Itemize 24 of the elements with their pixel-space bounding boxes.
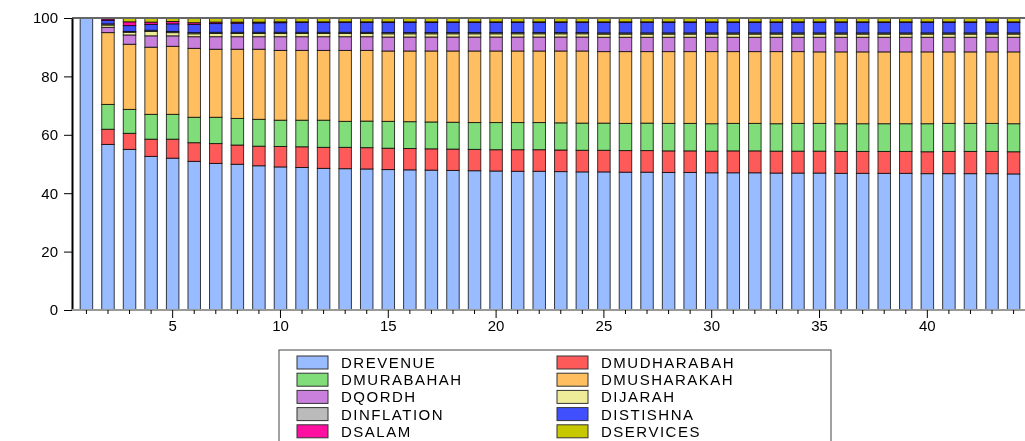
x-tick-label: 15 xyxy=(379,316,397,334)
y-tick-label: 40 xyxy=(41,184,58,202)
x-tick-label: 20 xyxy=(487,316,505,334)
legend-label: DSERVICES xyxy=(601,422,701,440)
x-tick-label: 30 xyxy=(703,316,721,334)
legend-label: DREVENUE xyxy=(341,354,437,371)
legend-label: DMURABAHAH xyxy=(341,371,463,389)
legend-label: DMUSHARAKAH xyxy=(601,371,735,389)
x-tick-label: 40 xyxy=(919,316,936,334)
y-tick-label: 20 xyxy=(41,242,58,260)
x-tick-label: 10 xyxy=(272,316,289,334)
y-tick-label: 0 xyxy=(49,301,58,319)
y-tick-label: 60 xyxy=(41,126,58,144)
legend-label: DISTISHNA xyxy=(601,405,695,423)
legend-label: DIJARAH xyxy=(601,388,676,406)
legend-label: DMUDHARABAH xyxy=(601,354,736,371)
x-tick-label: 35 xyxy=(811,316,828,334)
y-tick-label: 80 xyxy=(41,67,58,85)
x-tick-label: 25 xyxy=(595,316,613,334)
legend-label: DQORDH xyxy=(341,388,417,406)
x-tick-label: 5 xyxy=(168,316,177,334)
legend-label: DINFLATION xyxy=(341,405,445,423)
y-tick-label: 100 xyxy=(32,9,58,27)
legend-label: DSALAM xyxy=(341,422,412,440)
